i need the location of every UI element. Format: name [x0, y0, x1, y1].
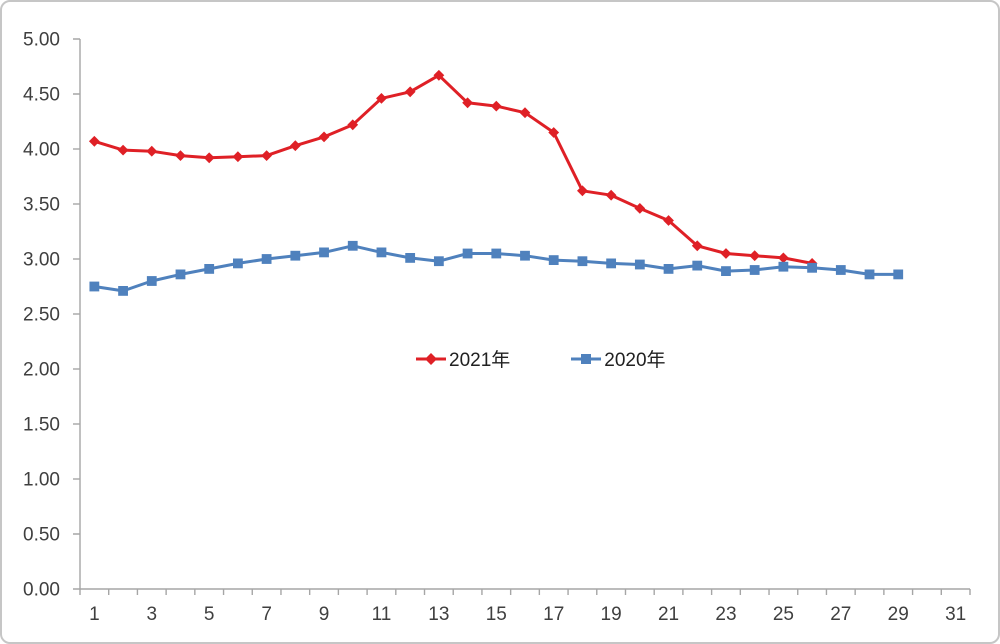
series-2020-marker-square: [548, 255, 559, 265]
series-2020-marker-square: [520, 250, 530, 261]
x-tick-label: 29: [888, 604, 909, 625]
series-2020-marker-square: [864, 269, 875, 280]
chart-legend: 2021年 2020年: [415, 345, 666, 372]
y-tick-label: 3.00: [23, 250, 60, 271]
series-2021-marker-diamond: [289, 140, 301, 152]
series-2021-marker-diamond: [347, 119, 359, 131]
series-2021-marker-diamond: [117, 144, 129, 156]
series-2020-marker-square: [663, 264, 674, 274]
series-2020-marker-square: [692, 260, 703, 271]
series-2021-marker-diamond: [749, 250, 761, 262]
series-2021-marker-diamond: [720, 248, 732, 259]
x-tick-label: 19: [601, 604, 622, 625]
y-tick-label: 4.00: [23, 140, 60, 161]
series-2020-marker-square: [835, 265, 846, 275]
y-tick-label: 2.50: [23, 305, 60, 326]
series-2021-marker-diamond: [777, 252, 789, 264]
legend-label-2020: 2020年: [604, 350, 666, 371]
x-tick-label: 7: [261, 604, 272, 625]
x-tick-label: 5: [204, 604, 215, 625]
series-2021-marker-diamond: [548, 127, 560, 138]
series-2020-marker-square: [89, 281, 100, 292]
series-2021-marker-diamond: [376, 93, 387, 104]
series-2021-marker-diamond: [433, 69, 445, 81]
series-2021-marker-diamond: [490, 100, 502, 112]
series-2021: [88, 69, 818, 269]
x-tick-label: 23: [715, 604, 736, 625]
x-tick-label: 25: [773, 604, 794, 625]
series-2020-marker-square: [462, 248, 473, 259]
y-tick-label: 5.00: [23, 30, 60, 51]
x-tick-label: 3: [146, 604, 157, 625]
legend-marker-2020-square-icon: [571, 353, 602, 364]
series-2021-marker-diamond: [175, 150, 186, 161]
y-tick-label: 1.00: [23, 470, 60, 491]
series-2020-marker-square: [721, 266, 731, 276]
y-tick-label: 1.50: [23, 415, 60, 436]
series-2020-marker-square: [118, 286, 128, 296]
y-tick-label: 2.00: [23, 360, 60, 381]
y-tick-label: 4.50: [23, 85, 60, 106]
legend-marker-2021-diamond-icon: [416, 352, 446, 365]
x-tick-label: 21: [658, 604, 679, 625]
series-2021-marker-diamond: [691, 240, 703, 252]
series-2021-marker-diamond: [318, 131, 330, 143]
series-2021-marker-diamond: [203, 152, 215, 164]
series-2020-marker-square: [376, 247, 387, 258]
x-tick-label: 13: [428, 604, 449, 625]
x-tick-label: 1: [89, 604, 100, 625]
y-tick-label: 3.50: [23, 195, 60, 216]
series-2021-marker-diamond: [605, 189, 617, 201]
series-2020-marker-square: [778, 261, 789, 272]
series-2021-marker-diamond: [634, 203, 646, 214]
series-2020-marker-square: [749, 265, 760, 275]
series-2020-marker-square: [146, 276, 157, 286]
series-2021-marker-diamond: [577, 185, 588, 197]
series-2021-marker-diamond: [88, 135, 100, 147]
y-tick-label: 0.50: [23, 525, 60, 546]
series-2020-marker-square: [204, 264, 215, 274]
series-2020-marker-square: [893, 269, 904, 280]
series-2021-marker-diamond: [146, 145, 158, 157]
series-2021-marker-diamond: [404, 86, 416, 98]
series-2020-marker-square: [290, 250, 301, 261]
series-2020-marker-square: [606, 258, 617, 269]
series-2020-marker-square: [491, 248, 502, 259]
series-2020-marker-square: [433, 256, 444, 267]
series-2020-marker-square: [347, 240, 358, 251]
x-tick-label: 31: [945, 604, 966, 625]
series-2021-marker-diamond: [232, 151, 244, 163]
series-2020-marker-square: [175, 269, 186, 280]
series-2021-marker-diamond: [462, 97, 473, 109]
series-2020-marker-square: [319, 247, 329, 258]
series-2020-marker-square: [634, 259, 645, 270]
series-2020-marker-square: [261, 254, 272, 264]
x-tick-label: 27: [830, 604, 851, 625]
legend-label-2021: 2021年: [449, 350, 511, 371]
series-2021-marker-diamond: [261, 150, 273, 161]
series-2020-marker-square: [807, 262, 817, 273]
series-2020: [89, 240, 904, 296]
legend-item-2021: 2021年: [415, 345, 510, 372]
series-2021-line: [92, 73, 814, 265]
x-tick-label: 15: [486, 604, 507, 625]
series-2020-marker-square: [405, 253, 416, 263]
series-2020-marker-square: [577, 256, 588, 267]
x-tick-label: 11: [372, 604, 392, 625]
series-2021-marker-diamond: [663, 215, 674, 226]
y-tick-label: 0.00: [23, 580, 60, 601]
series-2020-marker-square: [233, 258, 243, 269]
x-tick-label: 9: [319, 604, 330, 625]
series-2021-marker-diamond: [519, 107, 531, 119]
x-tick-label: 17: [543, 604, 564, 625]
legend-item-2020: 2020年: [570, 345, 666, 372]
